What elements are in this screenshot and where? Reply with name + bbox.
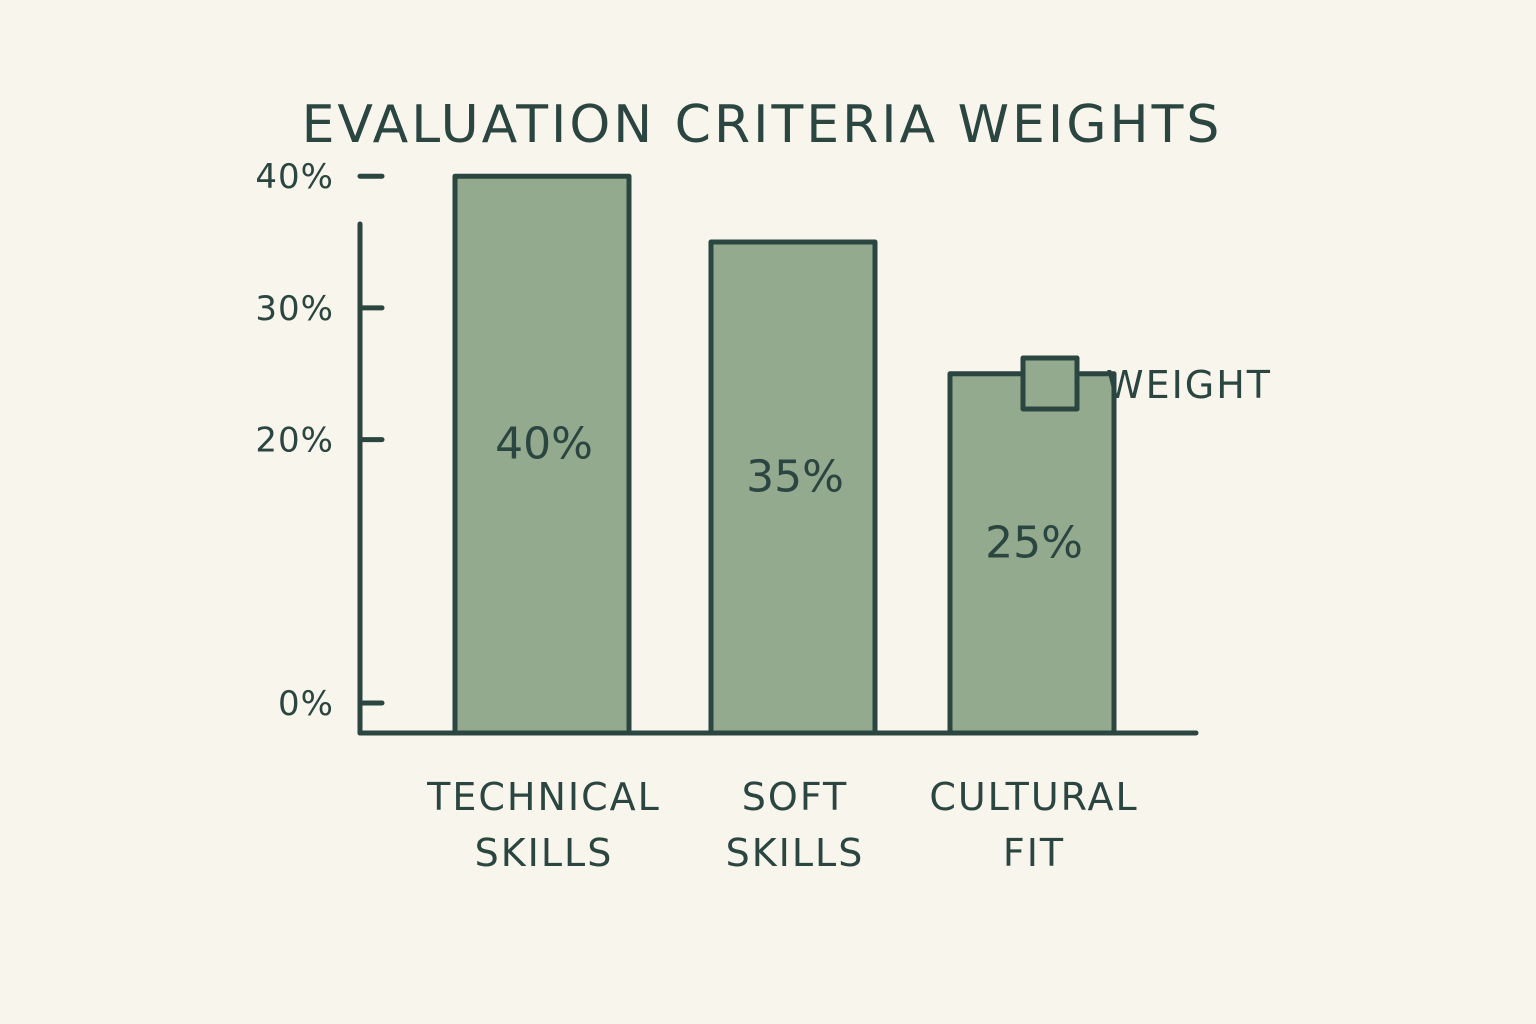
category-label-2-line-2: FIT bbox=[1003, 831, 1065, 875]
legend-label-weight: WEIGHT bbox=[1106, 363, 1272, 407]
data-label-1: 35% bbox=[746, 452, 844, 503]
category-label-2-line-1: CULTURAL bbox=[929, 775, 1138, 819]
bar-0 bbox=[452, 173, 632, 736]
y-tick-label-40: 40% bbox=[255, 157, 334, 197]
data-label-0: 40% bbox=[495, 419, 593, 470]
category-label-1-line-2: SKILLS bbox=[726, 831, 865, 875]
category-label-0-line-2: SKILLS bbox=[475, 831, 614, 875]
y-axis-ticks: 0% 20% 30% 40% bbox=[255, 157, 385, 724]
chart-title: EVALUATION CRITERIA WEIGHTS bbox=[302, 95, 1223, 155]
y-tick-label-30: 30% bbox=[255, 289, 334, 329]
data-label-2: 25% bbox=[985, 517, 1083, 568]
y-tick-label-20: 20% bbox=[255, 421, 334, 461]
category-label-1-line-1: SOFT bbox=[742, 775, 848, 819]
category-label-0-line-1: TECHNICAL bbox=[426, 775, 661, 819]
legend-swatch bbox=[1020, 355, 1080, 412]
y-tick-label-0: 0% bbox=[278, 684, 334, 724]
x-axis-labels: TECHNICAL SKILLS SOFT SKILLS CULTURAL FIT bbox=[426, 775, 1138, 875]
data-labels: 40% 35% 25% bbox=[495, 419, 1083, 569]
legend: WEIGHT bbox=[1020, 355, 1272, 412]
